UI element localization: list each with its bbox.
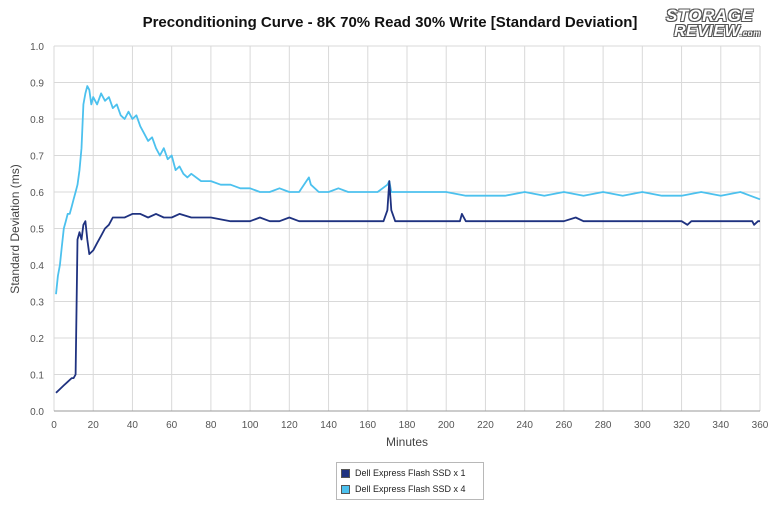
y-tick-label-2: 0.2: [30, 334, 44, 345]
x-tick-label-4: 80: [205, 420, 217, 431]
legend-label-series-2: Dell Express Flash SSD x 4: [355, 484, 466, 494]
x-tick-label-17: 340: [712, 420, 729, 431]
x-tick-label-13: 260: [556, 420, 573, 431]
x-tick-label-7: 140: [320, 420, 337, 431]
x-tick-label-9: 180: [399, 420, 416, 431]
legend-item-series-2: Dell Express Flash SSD x 4: [341, 482, 466, 496]
y-tick-label-1: 0.1: [30, 371, 44, 382]
logo-line2-suffix: .com: [740, 29, 761, 38]
logo-line2-main: REVIEW: [674, 23, 741, 40]
logo-line1: STORAGE: [666, 6, 754, 25]
y-axis-label: Standard Deviation (ms): [8, 164, 22, 293]
x-tick-label-18: 360: [752, 420, 769, 431]
x-tick-label-6: 120: [281, 420, 298, 431]
x-tick-label-8: 160: [359, 420, 376, 431]
logo-line2: REVIEW.com: [674, 23, 761, 41]
y-tick-label-8: 0.8: [30, 115, 44, 126]
y-tick-labels: 0.0 0.1 0.2 0.3 0.4 0.5 0.6 0.7 0.8 0.9 1.0: [30, 42, 44, 418]
series-lines: [55, 85, 761, 394]
legend-label-series-1: Dell Express Flash SSD x 1: [355, 468, 466, 478]
legend-item-series-1: Dell Express Flash SSD x 1: [341, 466, 466, 480]
y-tick-label-5: 0.5: [30, 225, 44, 236]
legend-swatch-series-1: [341, 468, 350, 478]
x-tick-label-12: 240: [516, 420, 533, 431]
y-tick-label-9: 0.9: [30, 79, 44, 90]
x-tick-label-2: 40: [127, 420, 139, 431]
chart-title: Preconditioning Curve - 8K 70% Read 30% …: [142, 14, 638, 31]
x-tick-label-3: 60: [166, 420, 178, 431]
x-tick-label-5: 100: [242, 420, 259, 431]
x-tick-label-14: 280: [595, 420, 612, 431]
x-tick-label-1: 20: [88, 420, 100, 431]
x-tick-labels: 0 20 40 60 80 100 120 140 160 180 200 220 240 260 280 3…: [51, 420, 769, 431]
grid: [53, 45, 761, 412]
y-tick-label-10: 1.0: [30, 42, 44, 53]
y-tick-label-0: 0.0: [30, 407, 44, 418]
x-tick-label-0: 0: [51, 420, 57, 431]
y-tick-label-3: 0.3: [30, 298, 44, 309]
x-tick-label-11: 220: [477, 420, 494, 431]
storagereview-logo: STORAGE REVIEW.com: [664, 6, 768, 42]
y-tick-label-4: 0.4: [30, 261, 44, 272]
series-line-2: [55, 85, 761, 295]
x-tick-label-10: 200: [438, 420, 455, 431]
legend: Dell Express Flash SSD x 1 Dell Express …: [336, 462, 484, 500]
series-line-1: [55, 180, 760, 394]
x-tick-label-15: 300: [634, 420, 651, 431]
y-tick-label-7: 0.7: [30, 152, 44, 163]
x-tick-label-16: 320: [673, 420, 690, 431]
y-tick-label-6: 0.6: [30, 188, 44, 199]
legend-swatch-series-2: [341, 484, 350, 494]
x-axis-label: Minutes: [386, 435, 428, 449]
